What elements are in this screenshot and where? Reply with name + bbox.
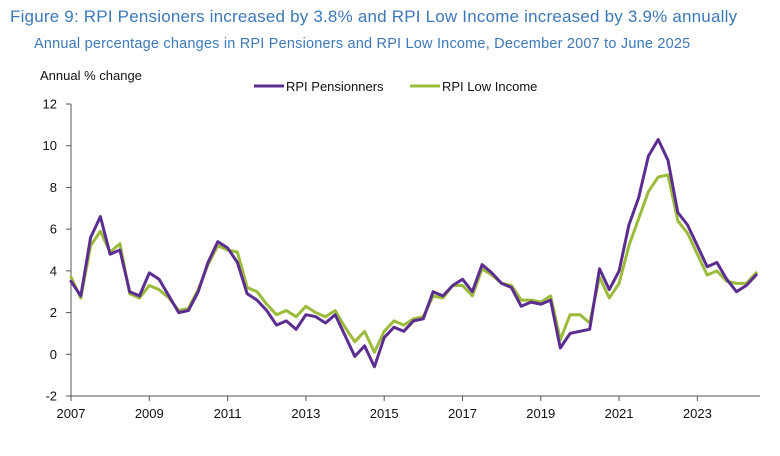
y-tick-label: 12 bbox=[43, 97, 57, 112]
chart-title: Figure 9: RPI Pensioners increased by 3.… bbox=[10, 7, 738, 26]
axes: -2 0 2 4 6 8 10 12 2007 2009 2011 2013 2015 2017 2019 2… bbox=[43, 97, 760, 421]
y-tick-label: -2 bbox=[45, 389, 57, 404]
x-tick-label: 2017 bbox=[448, 406, 477, 421]
legend-label: RPI Pensionners bbox=[286, 79, 384, 94]
series-line-rpi-pensioners bbox=[69, 138, 758, 369]
x-tick-label: 2013 bbox=[291, 406, 320, 421]
y-tick-label: 6 bbox=[50, 222, 57, 237]
y-tick-label: 2 bbox=[50, 305, 57, 320]
legend-label: RPI Low Income bbox=[442, 79, 537, 94]
x-tick-label: 2009 bbox=[135, 406, 164, 421]
x-tick-label: 2015 bbox=[370, 406, 399, 421]
y-tick-label: 10 bbox=[43, 138, 57, 153]
series-group bbox=[69, 138, 758, 369]
x-tick-label: 2021 bbox=[605, 406, 634, 421]
x-tick-label: 2011 bbox=[214, 406, 242, 421]
y-tick-label: 0 bbox=[50, 347, 57, 362]
y-tick-label: 4 bbox=[50, 263, 57, 278]
x-tick-label: 2023 bbox=[683, 406, 712, 421]
chart-subtitle: Annual percentage changes in RPI Pension… bbox=[34, 36, 691, 52]
y-axis-label: Annual % change bbox=[40, 68, 142, 83]
x-tick-label: 2019 bbox=[526, 406, 555, 421]
legend: RPI Pensionners RPI Low Income bbox=[254, 79, 537, 94]
x-tick-label: 2007 bbox=[57, 406, 86, 421]
series-line-rpi-low-income bbox=[69, 173, 758, 354]
y-tick-label: 8 bbox=[50, 180, 57, 195]
